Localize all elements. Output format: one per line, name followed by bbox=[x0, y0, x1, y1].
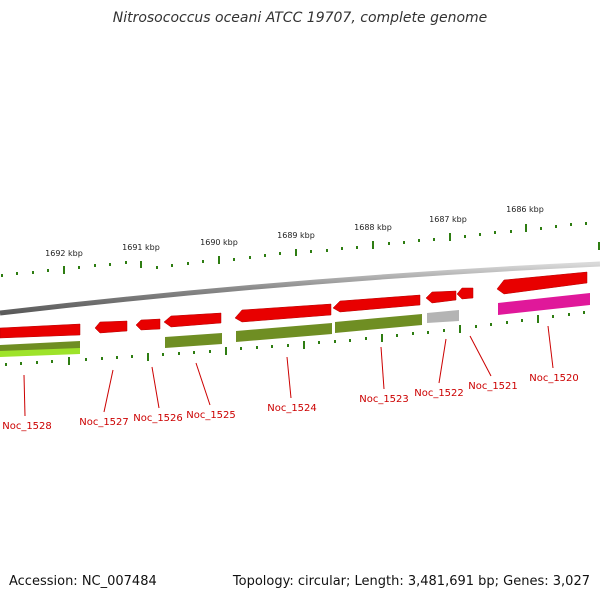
outer-tick-track bbox=[1, 222, 600, 277]
leader-noc-1521 bbox=[469, 335, 492, 377]
gene-arrow-noc-1525[interactable] bbox=[163, 312, 222, 328]
kbp-label-1689: 1689 kbp bbox=[277, 231, 315, 240]
kbp-label-1691: 1691 kbp bbox=[122, 243, 160, 252]
feature-bar-olive[interactable] bbox=[335, 314, 422, 333]
feature-bar-magenta[interactable] bbox=[498, 293, 590, 315]
gene-arrow-noc-1526[interactable] bbox=[135, 318, 161, 331]
feature-track bbox=[0, 293, 590, 357]
gene-label-noc-1528[interactable]: Noc_1528 bbox=[2, 421, 52, 432]
gene-arrow-noc-1520[interactable] bbox=[496, 271, 588, 295]
gene-label-noc-1521[interactable]: Noc_1521 bbox=[468, 381, 518, 392]
gene-label-noc-1523[interactable]: Noc_1523 bbox=[359, 394, 409, 405]
gene-arrow-noc-1524[interactable] bbox=[234, 303, 332, 323]
leader-noc-1526 bbox=[151, 366, 160, 409]
kbp-label-1688: 1688 kbp bbox=[354, 223, 392, 232]
gene-label-noc-1522[interactable]: Noc_1522 bbox=[414, 388, 464, 399]
leader-noc-1522 bbox=[438, 338, 447, 384]
gene-label-noc-1520[interactable]: Noc_1520 bbox=[529, 373, 579, 384]
leader-noc-1524 bbox=[286, 356, 292, 399]
feature-bar-gray[interactable] bbox=[427, 310, 459, 323]
genome-backbone bbox=[0, 261, 600, 316]
gene-label-noc-1525[interactable]: Noc_1525 bbox=[186, 410, 236, 421]
gene-arrow-noc-1528[interactable] bbox=[0, 323, 81, 339]
accession-text: Accession: NC_007484 bbox=[9, 574, 157, 589]
leader-noc-1528 bbox=[23, 374, 26, 417]
gene-label-noc-1527[interactable]: Noc_1527 bbox=[79, 417, 129, 428]
leader-noc-1525 bbox=[195, 362, 211, 406]
leader-noc-1520 bbox=[547, 325, 554, 369]
kbp-label-1686: 1686 kbp bbox=[506, 205, 544, 214]
kbp-label-1687: 1687 kbp bbox=[429, 215, 467, 224]
gene-arrow-noc-1522[interactable] bbox=[425, 290, 457, 304]
leader-noc-1527 bbox=[103, 369, 114, 413]
cds-track bbox=[0, 271, 588, 339]
feature-bar-lime[interactable] bbox=[0, 348, 80, 357]
leader-noc-1523 bbox=[380, 346, 385, 390]
kbp-label-1692: 1692 kbp bbox=[45, 249, 83, 258]
gene-arrow-noc-1523[interactable] bbox=[332, 294, 421, 313]
feature-bar-olive[interactable] bbox=[236, 323, 332, 342]
inner-tick-track bbox=[5, 311, 585, 366]
genome-summary-text: Topology: circular; Length: 3,481,691 bp… bbox=[232, 574, 590, 589]
gene-arrow-noc-1521[interactable] bbox=[456, 287, 474, 300]
leader-lines bbox=[23, 325, 554, 417]
gene-arrow-noc-1527[interactable] bbox=[94, 320, 128, 334]
gene-label-noc-1526[interactable]: Noc_1526 bbox=[133, 413, 183, 424]
feature-bar-olive[interactable] bbox=[165, 333, 222, 348]
map-title: Nitrosococcus oceani ATCC 19707, complet… bbox=[112, 10, 488, 26]
kbp-label-1690: 1690 kbp bbox=[200, 238, 238, 247]
gene-label-noc-1524[interactable]: Noc_1524 bbox=[267, 403, 317, 414]
